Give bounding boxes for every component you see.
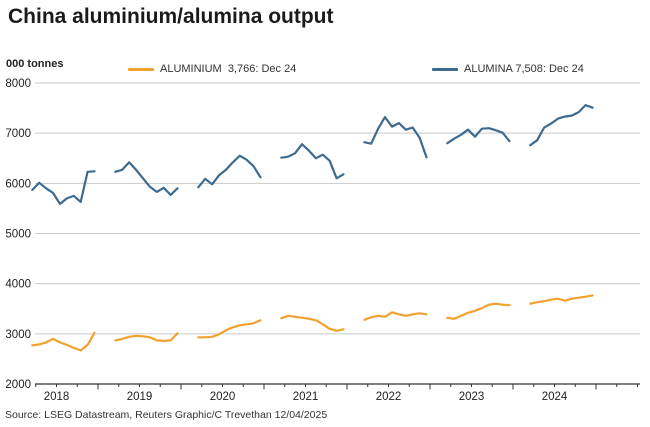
x-axis-year-label-2020: 2020 bbox=[210, 391, 236, 403]
x-axis-year-label-2019: 2019 bbox=[127, 391, 153, 403]
x-axis-year-label-2021: 2021 bbox=[293, 391, 319, 403]
series-line-aluminium-2018 bbox=[31, 331, 96, 352]
y-axis-tick-label-2000: 2000 bbox=[5, 379, 31, 391]
series-line-aluminium-2024 bbox=[529, 294, 594, 305]
legend-label-aluminium: ALUMINIUM 3,766: Dec 24 bbox=[160, 63, 297, 75]
series-line-aluminium-2023 bbox=[446, 302, 511, 320]
x-axis-year-label-2018: 2018 bbox=[44, 391, 70, 403]
x-axis-year-label-2022: 2022 bbox=[376, 391, 402, 403]
series-line-alumina-2020 bbox=[197, 154, 262, 189]
series-line-aluminium-2020 bbox=[197, 319, 262, 339]
x-axis-year-label-2024: 2024 bbox=[542, 391, 568, 403]
series-line-aluminium-2019 bbox=[114, 332, 179, 342]
y-axis-tick-label-4000: 4000 bbox=[5, 279, 31, 291]
x-axis-year-label-2023: 2023 bbox=[459, 391, 485, 403]
series-line-aluminium-2022 bbox=[363, 311, 428, 321]
aluminium-line-swatch-icon bbox=[128, 67, 154, 71]
series-line-alumina-2023 bbox=[446, 127, 511, 145]
y-axis-tick-label-7000: 7000 bbox=[5, 128, 31, 140]
legend-item-alumina: ALUMINA 7,508: Dec 24 bbox=[432, 62, 584, 76]
legend-item-aluminium: ALUMINIUM 3,766: Dec 24 bbox=[128, 62, 296, 76]
y-axis-tick-label-8000: 8000 bbox=[5, 78, 31, 90]
y-axis-unit-label: 000 tonnes bbox=[6, 58, 64, 70]
series-line-alumina-2022 bbox=[363, 115, 428, 159]
alumina-line-swatch-icon bbox=[432, 67, 458, 71]
series-line-alumina-2018 bbox=[31, 170, 96, 205]
legend-label-alumina: ALUMINA 7,508: Dec 24 bbox=[464, 63, 584, 75]
source-attribution: Source: LSEG Datastream, Reuters Graphic… bbox=[5, 409, 328, 421]
series-line-alumina-2019 bbox=[114, 161, 179, 196]
y-axis-tick-label-3000: 3000 bbox=[5, 329, 31, 341]
series-line-alumina-2024 bbox=[529, 103, 594, 147]
page-title: China aluminium/alumina output bbox=[8, 5, 334, 28]
y-axis-tick-label-6000: 6000 bbox=[5, 178, 31, 190]
series-line-alumina-2021 bbox=[280, 143, 345, 180]
series-line-aluminium-2021 bbox=[280, 314, 345, 332]
y-axis-tick-label-5000: 5000 bbox=[5, 229, 31, 241]
